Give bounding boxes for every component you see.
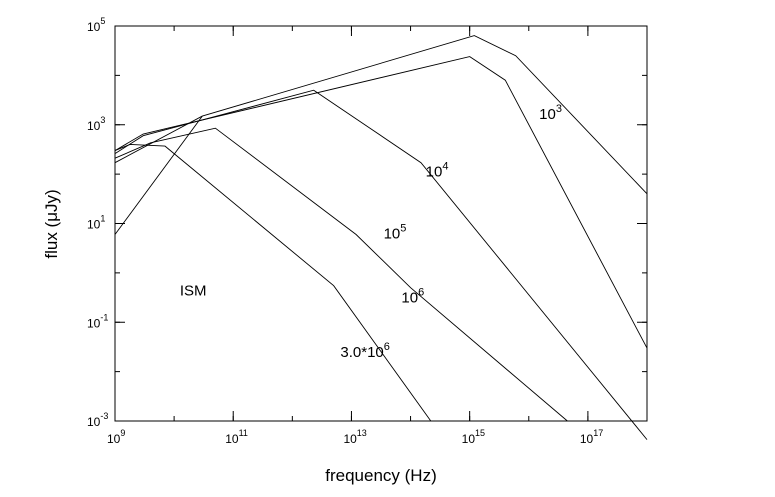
y-axis-title: flux (μJy) — [42, 189, 61, 258]
x-tick-label: 1015 — [462, 428, 485, 446]
y-tick-label: 10-1 — [87, 312, 108, 330]
x-tick-label: 109 — [107, 428, 125, 446]
y-tick-label: 105 — [87, 16, 105, 34]
x-axis-title: frequency (Hz) — [325, 466, 436, 485]
x-tick-label: 1017 — [580, 428, 603, 446]
curve-label-1e5: 105 — [384, 222, 407, 242]
x-tick-label-base: 10 — [107, 432, 121, 446]
curve-label-1e3-base: 10 — [539, 106, 556, 123]
curve-label-3e6-base: 3.0*10 — [340, 344, 383, 361]
y-tick-label-exponent: 1 — [100, 214, 105, 224]
curve-label-ISM-base: ISM — [180, 282, 207, 299]
curve-1e6 — [114, 127, 568, 422]
x-tick-label: 1011 — [225, 428, 248, 446]
x-tick-label-exponent: 13 — [357, 428, 367, 438]
curve-label-1e6-base: 10 — [401, 290, 418, 307]
x-axis-ticks: 109 1011 1013 1015 1017 — [107, 26, 603, 446]
curve-label-1e4-exponent: 4 — [442, 160, 448, 172]
y-tick-label-exponent: 5 — [100, 16, 105, 26]
x-tick-label-base: 10 — [580, 432, 594, 446]
x-tick-label-exponent: 15 — [475, 428, 485, 438]
y-tick-label-base: 10 — [87, 316, 101, 330]
y-tick-label-base: 10 — [87, 119, 101, 133]
curve-label-1e5-exponent: 5 — [400, 222, 406, 234]
y-tick-label-base: 10 — [87, 415, 101, 429]
y-tick-label-exponent: -3 — [100, 411, 108, 421]
x-tick-label-exponent: 17 — [593, 428, 603, 438]
x-tick-label-exponent: 9 — [120, 428, 125, 438]
x-tick-label-exponent: 11 — [239, 428, 248, 438]
y-tick-label: 10-3 — [87, 411, 108, 429]
y-tick-label-exponent: -1 — [100, 312, 108, 322]
curve-label-1e6-exponent: 6 — [418, 287, 424, 299]
y-tick-label: 101 — [87, 214, 105, 232]
y-tick-label: 103 — [87, 115, 105, 133]
curves — [114, 35, 648, 440]
curve-label-3e6: 3.0*106 — [340, 341, 390, 361]
x-tick-label-base: 10 — [225, 432, 239, 446]
curve-label-3e6-exponent: 6 — [384, 341, 390, 353]
curve-1e4 — [114, 56, 648, 349]
curve-label-1e5-base: 10 — [384, 225, 401, 242]
y-tick-label-base: 10 — [87, 218, 101, 232]
curve-1e5 — [114, 89, 648, 440]
x-tick-label-base: 10 — [462, 432, 476, 446]
x-tick-label: 1013 — [343, 428, 366, 446]
curve-label-1e6: 106 — [401, 287, 424, 307]
y-tick-label-base: 10 — [87, 20, 101, 34]
y-tick-label-exponent: 3 — [100, 115, 105, 125]
curve-ISM — [114, 115, 203, 235]
curve-label-1e3-exponent: 3 — [556, 103, 562, 115]
curve-label-1e3: 103 — [539, 103, 562, 123]
curve-1e3 — [114, 35, 648, 195]
minor-ticks — [114, 25, 648, 422]
curve-label-1e4: 104 — [426, 160, 449, 180]
curve-label-ISM: ISM — [180, 282, 207, 299]
curve-label-1e4-base: 10 — [426, 163, 443, 180]
x-tick-label-base: 10 — [343, 432, 357, 446]
curve-3e6 — [114, 143, 432, 422]
plot-frame — [114, 25, 648, 422]
